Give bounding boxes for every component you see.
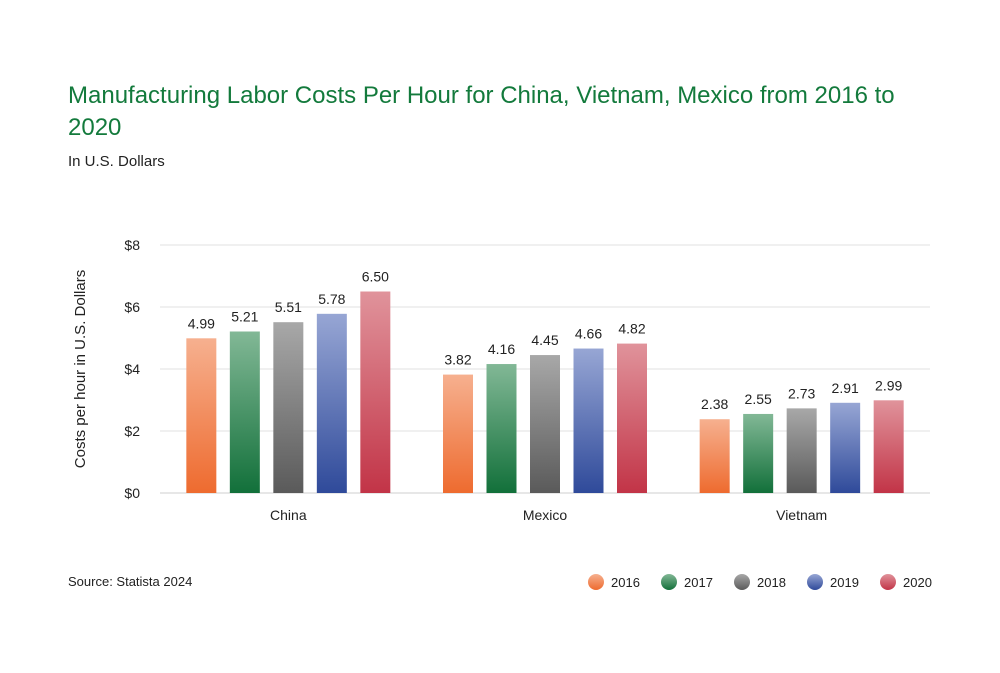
legend-label: 2017 — [684, 575, 713, 590]
bar-china-2019 — [316, 313, 347, 493]
data-label: 4.82 — [618, 321, 645, 337]
legend-label: 2019 — [830, 575, 859, 590]
chart-subtitle: In U.S. Dollars — [68, 153, 165, 170]
y-tick-label: $2 — [124, 423, 140, 439]
x-tick-label: Vietnam — [776, 507, 827, 523]
data-label: 2.73 — [788, 385, 815, 401]
legend-label: 2018 — [757, 575, 786, 590]
data-label: 4.66 — [575, 326, 602, 342]
x-tick-label: China — [270, 507, 307, 523]
source-note: Source: Statista 2024 — [68, 574, 193, 589]
data-label: 3.82 — [444, 352, 471, 368]
bar-china-2020 — [360, 291, 391, 493]
data-label: 2.38 — [701, 396, 728, 412]
bar-mexico-2019 — [573, 348, 604, 493]
y-tick-label: $4 — [124, 361, 140, 377]
bar-vietnam-2018 — [786, 408, 817, 493]
bar-mexico-2020 — [617, 343, 647, 493]
y-tick-label: $0 — [124, 485, 140, 501]
y-tick-label: $6 — [124, 299, 140, 315]
bar-china-2016 — [186, 338, 217, 493]
bar-vietnam-2016 — [699, 419, 730, 493]
legend-marker-2016 — [588, 574, 604, 590]
data-label: 5.78 — [318, 291, 345, 307]
bar-vietnam-2017 — [743, 413, 774, 493]
legend-label: 2016 — [611, 575, 640, 590]
legend-label: 2020 — [903, 575, 932, 590]
data-label: 2.91 — [832, 380, 859, 396]
data-label: 2.99 — [875, 377, 902, 393]
bar-vietnam-2019 — [830, 402, 861, 493]
data-label: 4.45 — [531, 332, 558, 348]
data-label: 5.21 — [231, 308, 258, 324]
legend-marker-2019 — [807, 574, 823, 590]
legend-marker-2020 — [880, 574, 896, 590]
chart-title: Manufacturing Labor Costs Per Hour for C… — [68, 82, 895, 141]
legend-marker-2018 — [734, 574, 750, 590]
data-label: 5.51 — [275, 299, 302, 315]
bar-mexico-2016 — [443, 374, 473, 493]
x-tick-label: Mexico — [523, 507, 568, 523]
data-label: 6.50 — [362, 269, 389, 285]
data-label: 4.99 — [188, 315, 215, 331]
y-axis-label: Costs per hour in U.S. Dollars — [72, 270, 89, 468]
data-label: 4.16 — [488, 341, 515, 357]
bar-vietnam-2020 — [873, 400, 904, 493]
bar-mexico-2017 — [486, 364, 517, 493]
bar-china-2018 — [273, 322, 304, 493]
data-label: 2.55 — [745, 391, 772, 407]
legend-marker-2017 — [661, 574, 677, 590]
bar-mexico-2018 — [530, 355, 560, 493]
y-tick-label: $8 — [124, 237, 140, 253]
bar-china-2017 — [229, 331, 260, 493]
